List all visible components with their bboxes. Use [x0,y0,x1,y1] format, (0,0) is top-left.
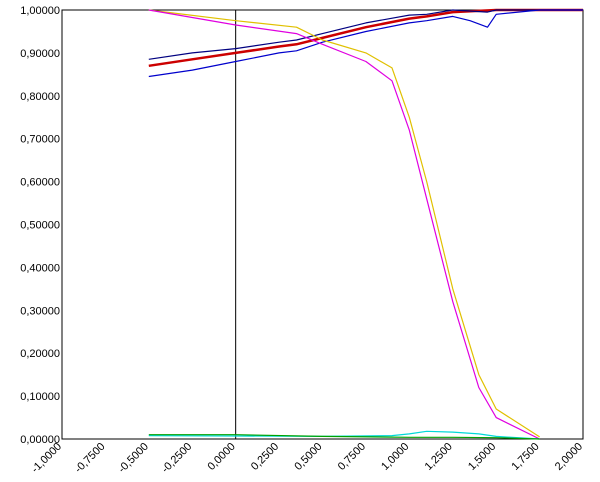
series-line-7 [148,434,540,440]
y-tick-label: 0,60000 [20,177,60,189]
series-line-5 [148,9,540,440]
series-line-4 [148,9,540,438]
y-tick-label: 0,00000 [20,434,60,446]
x-tick-label: 2,0000 [553,441,585,473]
y-tick-labels: 0,00000 0,10000 0,20000 0,30000 0,40000 0,500… [20,5,60,446]
series-line-6 [148,430,540,440]
x-tick-label: -0,5000 [116,441,151,476]
x-tick-label: 0,0000 [206,441,238,473]
axes [61,9,584,440]
x-tick-label: -0,7500 [73,441,108,476]
y-tick-label: 0,90000 [20,48,60,60]
series-line-2 [148,9,583,60]
x-tick-label: 1,2500 [423,441,455,473]
y-tick-label: 0,70000 [20,134,60,146]
x-tick-label: 1,0000 [379,441,411,473]
series-lines [148,8,583,440]
y-tick-label: 0,20000 [20,348,60,360]
x-tick-labels: -1,0000 -0,7500 -0,5000 -0,2500 0,0000 0,2500… [29,441,585,476]
y-tick-label: 0,50000 [20,220,60,232]
x-tick-label: 0,5000 [292,441,324,473]
x-tick-label: 0,7500 [336,441,368,473]
x-tick-label: -0,2500 [160,441,195,476]
y-tick-label: 0,40000 [20,262,60,274]
x-tick-label: 1,7500 [509,441,541,473]
y-tick-label: 0,30000 [20,305,60,317]
x-tick-label: 0,2500 [249,441,281,473]
y-tick-label: 0,80000 [20,91,60,103]
x-tick-label: 1,5000 [466,441,498,473]
series-line-3 [148,9,583,78]
y-tick-label: 0,10000 [20,391,60,403]
y-tick-label: 1,00000 [20,5,60,17]
plot-frame [61,9,584,440]
